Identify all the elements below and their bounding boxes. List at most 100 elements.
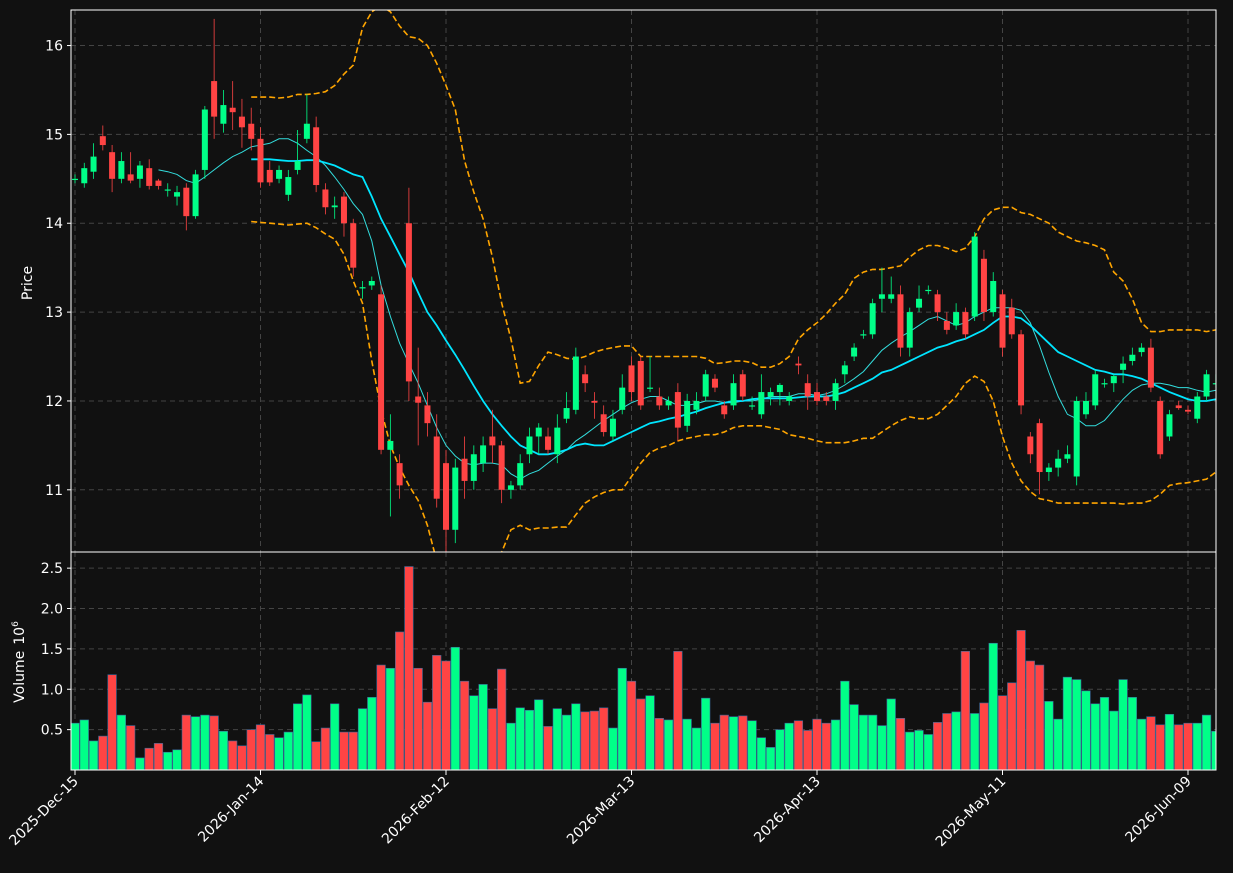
- volume-bar-down: [636, 698, 646, 770]
- candle-body-up: [1101, 383, 1108, 385]
- candle-body-down: [99, 136, 106, 146]
- candle-body-up: [786, 396, 793, 401]
- volume-bar-up: [886, 698, 896, 770]
- candle-body-down: [591, 400, 598, 403]
- volume-bar-down: [422, 701, 433, 770]
- volume-bar-up: [1192, 722, 1202, 770]
- candle-body-down: [711, 378, 718, 388]
- volume-bar-up: [385, 667, 395, 770]
- volume-bar-up: [1109, 710, 1119, 770]
- volume-bar-up: [88, 740, 99, 770]
- candle-body-up: [81, 168, 88, 184]
- price-tick-label: 14: [45, 216, 63, 232]
- volume-bar-up: [292, 703, 303, 770]
- candle-body-down: [628, 365, 635, 393]
- volume-bar-up: [1044, 701, 1054, 770]
- volume-bar-up: [1090, 703, 1100, 770]
- candle-body-down: [211, 81, 218, 117]
- volume-bar-down: [543, 726, 553, 770]
- candle-body-up: [276, 169, 283, 179]
- volume-bar-up: [478, 684, 488, 770]
- volume-bar-up: [645, 695, 655, 770]
- volume-bar-down: [432, 655, 442, 770]
- candle-body-up: [1129, 354, 1136, 361]
- volume-bar-up: [367, 697, 377, 770]
- candle-body-up: [776, 384, 783, 393]
- volume-bar-down: [599, 707, 609, 770]
- price-tick-label: 15: [45, 127, 63, 143]
- volume-bar-up: [701, 697, 711, 770]
- volume-bar-down: [1155, 724, 1165, 770]
- candle-body-down: [443, 463, 449, 530]
- volume-bar-up: [274, 737, 284, 770]
- volume-bar-down: [339, 731, 349, 770]
- candle-body-up: [1212, 383, 1216, 385]
- candle-body-up: [517, 463, 524, 486]
- volume-bar-down: [413, 667, 423, 770]
- volume-bar-down: [654, 718, 664, 770]
- volume-bar-down: [710, 722, 720, 770]
- candle-body-down: [424, 405, 431, 424]
- volume-bar-up: [663, 719, 674, 770]
- candle-body-up: [619, 387, 626, 410]
- candle-body-up: [953, 312, 960, 326]
- volume-bar-down: [719, 714, 729, 770]
- volume-bar-down: [821, 722, 831, 770]
- volume-axis-ticks: 0.5 1.0 1.5 2.0 2.5: [41, 561, 71, 739]
- candle-body-up: [1064, 454, 1071, 459]
- candle-body-up: [136, 165, 143, 179]
- volume-bar-up: [970, 713, 980, 770]
- candle-body-up: [72, 178, 78, 181]
- volume-bar-down: [209, 715, 219, 770]
- price-panel: 11 12 13 14 15 16 Price: [20, 9, 1217, 553]
- candle-body-down: [600, 414, 607, 433]
- volume-bar-down: [1025, 660, 1035, 770]
- candle-body-up: [294, 161, 301, 170]
- volume-tick-label: 1.5: [41, 642, 63, 658]
- candle-body-up: [554, 427, 561, 455]
- volume-bar-up: [784, 722, 794, 770]
- candle-body-up: [470, 454, 477, 481]
- volume-bar-up: [849, 704, 859, 770]
- candle-body-down: [656, 396, 663, 406]
- candle-body-up: [1082, 400, 1089, 415]
- candle-body-down: [823, 396, 830, 401]
- candle-body-up: [368, 281, 375, 286]
- volume-bar-up: [877, 725, 887, 770]
- candle-body-down: [545, 436, 552, 450]
- candle-body-down: [795, 363, 802, 366]
- volume-bar-up: [172, 749, 182, 770]
- candle-body-down: [340, 196, 347, 224]
- volume-bar-down: [404, 566, 414, 770]
- candle-body-up: [563, 408, 570, 419]
- volume-bar-up: [469, 695, 479, 770]
- volume-bar-down: [803, 730, 813, 770]
- volume-axis-label: Volume 106: [11, 621, 28, 703]
- volume-bar-up: [79, 719, 89, 770]
- candle-body-up: [164, 189, 171, 191]
- volume-bar-up: [756, 737, 766, 770]
- volume-bar-up: [135, 757, 145, 770]
- volume-bar-up: [775, 729, 785, 770]
- volume-bar-down: [265, 734, 275, 770]
- volume-bar-down: [255, 724, 266, 770]
- volume-bar-down: [320, 727, 331, 770]
- candle-body-up: [220, 105, 227, 124]
- volume-bar-up: [1118, 679, 1128, 770]
- candle-body-down: [999, 294, 1006, 348]
- candle-body-up: [832, 383, 839, 401]
- candle-body-up: [758, 392, 765, 415]
- candles: [72, 18, 1216, 552]
- volume-bar-up: [357, 708, 368, 770]
- volume-bar-up: [200, 714, 210, 770]
- volume-bar-down: [487, 708, 497, 770]
- candle-body-up: [906, 312, 913, 348]
- candle-body-down: [498, 445, 505, 490]
- volume-bar-down: [441, 660, 451, 770]
- candle-body-down: [943, 320, 950, 330]
- candle-body-down: [1175, 405, 1182, 409]
- candle-body-up: [1166, 414, 1173, 437]
- candle-body-up: [684, 400, 691, 426]
- volume-bar-down: [237, 745, 247, 770]
